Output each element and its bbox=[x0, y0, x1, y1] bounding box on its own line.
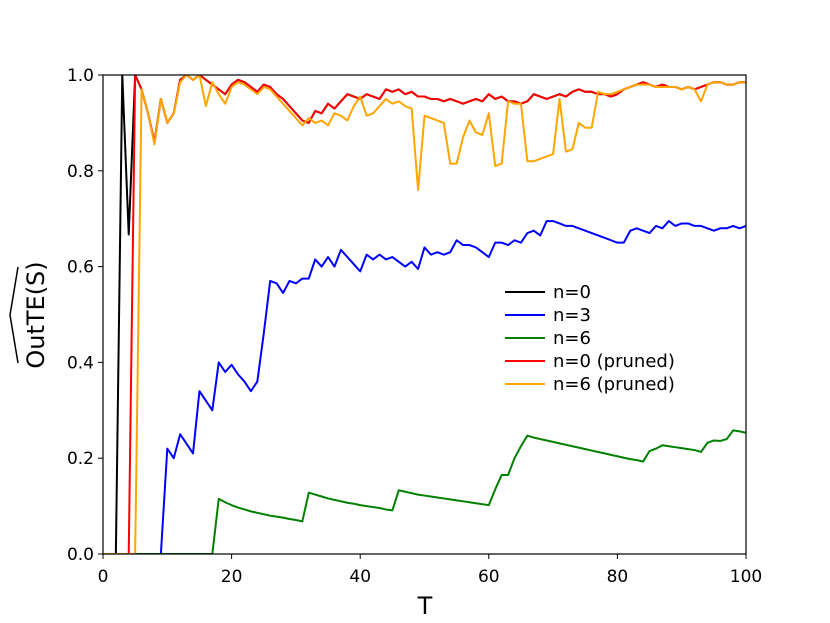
x-tick-label: 40 bbox=[349, 567, 371, 587]
y-tick-label: 0.4 bbox=[67, 353, 94, 373]
series-line bbox=[103, 75, 746, 554]
legend-label: n=3 bbox=[553, 305, 591, 326]
hat-decoration bbox=[9, 266, 19, 364]
series-line bbox=[103, 220, 746, 554]
x-tick-label: 0 bbox=[98, 567, 109, 587]
x-axis-label: T bbox=[417, 592, 433, 620]
y-tick-label: 0.2 bbox=[67, 449, 94, 469]
legend-label: n=0 (pruned) bbox=[553, 351, 675, 372]
y-axis-label-group: OutTE(S) bbox=[9, 261, 50, 369]
x-tick-label: 20 bbox=[221, 567, 243, 587]
legend-label: n=6 (pruned) bbox=[553, 374, 675, 395]
legend-label: n=6 bbox=[553, 328, 591, 349]
plot-area bbox=[103, 75, 746, 554]
y-tick-label: 0.8 bbox=[67, 162, 94, 182]
plot-frame bbox=[102, 74, 747, 555]
series-line bbox=[103, 75, 746, 554]
y-tick-label: 1.0 bbox=[67, 66, 94, 86]
y-tick-label: 0.6 bbox=[67, 258, 94, 278]
y-axis-label: OutTE(S) bbox=[22, 261, 50, 368]
x-tick-label: 100 bbox=[730, 567, 762, 587]
legend-label: n=0 bbox=[553, 282, 591, 303]
x-tick-label: 80 bbox=[607, 567, 629, 587]
y-tick-label: 0.0 bbox=[67, 545, 94, 565]
x-tick-label: 60 bbox=[478, 567, 500, 587]
series-line bbox=[103, 429, 746, 554]
series-line bbox=[103, 75, 746, 554]
